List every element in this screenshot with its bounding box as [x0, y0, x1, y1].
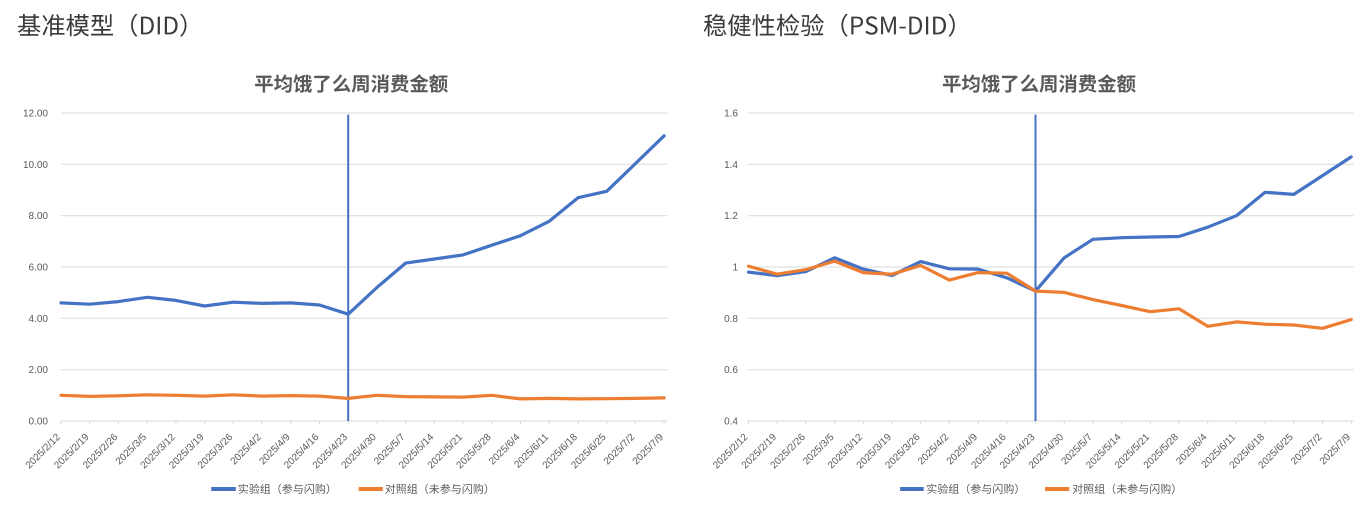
svg-text:1.2: 1.2: [724, 211, 738, 222]
svg-text:8.00: 8.00: [29, 211, 49, 222]
svg-text:12.00: 12.00: [23, 109, 48, 120]
svg-text:10.00: 10.00: [23, 160, 48, 171]
svg-text:4.00: 4.00: [29, 314, 49, 325]
svg-text:0.8: 0.8: [724, 314, 738, 325]
svg-text:1.6: 1.6: [724, 109, 738, 120]
svg-text:1.4: 1.4: [724, 160, 738, 171]
svg-text:1: 1: [732, 263, 738, 274]
svg-text:6.00: 6.00: [29, 263, 49, 274]
svg-text:0.00: 0.00: [29, 417, 49, 428]
svg-text:2.00: 2.00: [29, 365, 49, 376]
svg-text:0.4: 0.4: [724, 417, 738, 428]
svg-text:0.6: 0.6: [724, 365, 738, 376]
